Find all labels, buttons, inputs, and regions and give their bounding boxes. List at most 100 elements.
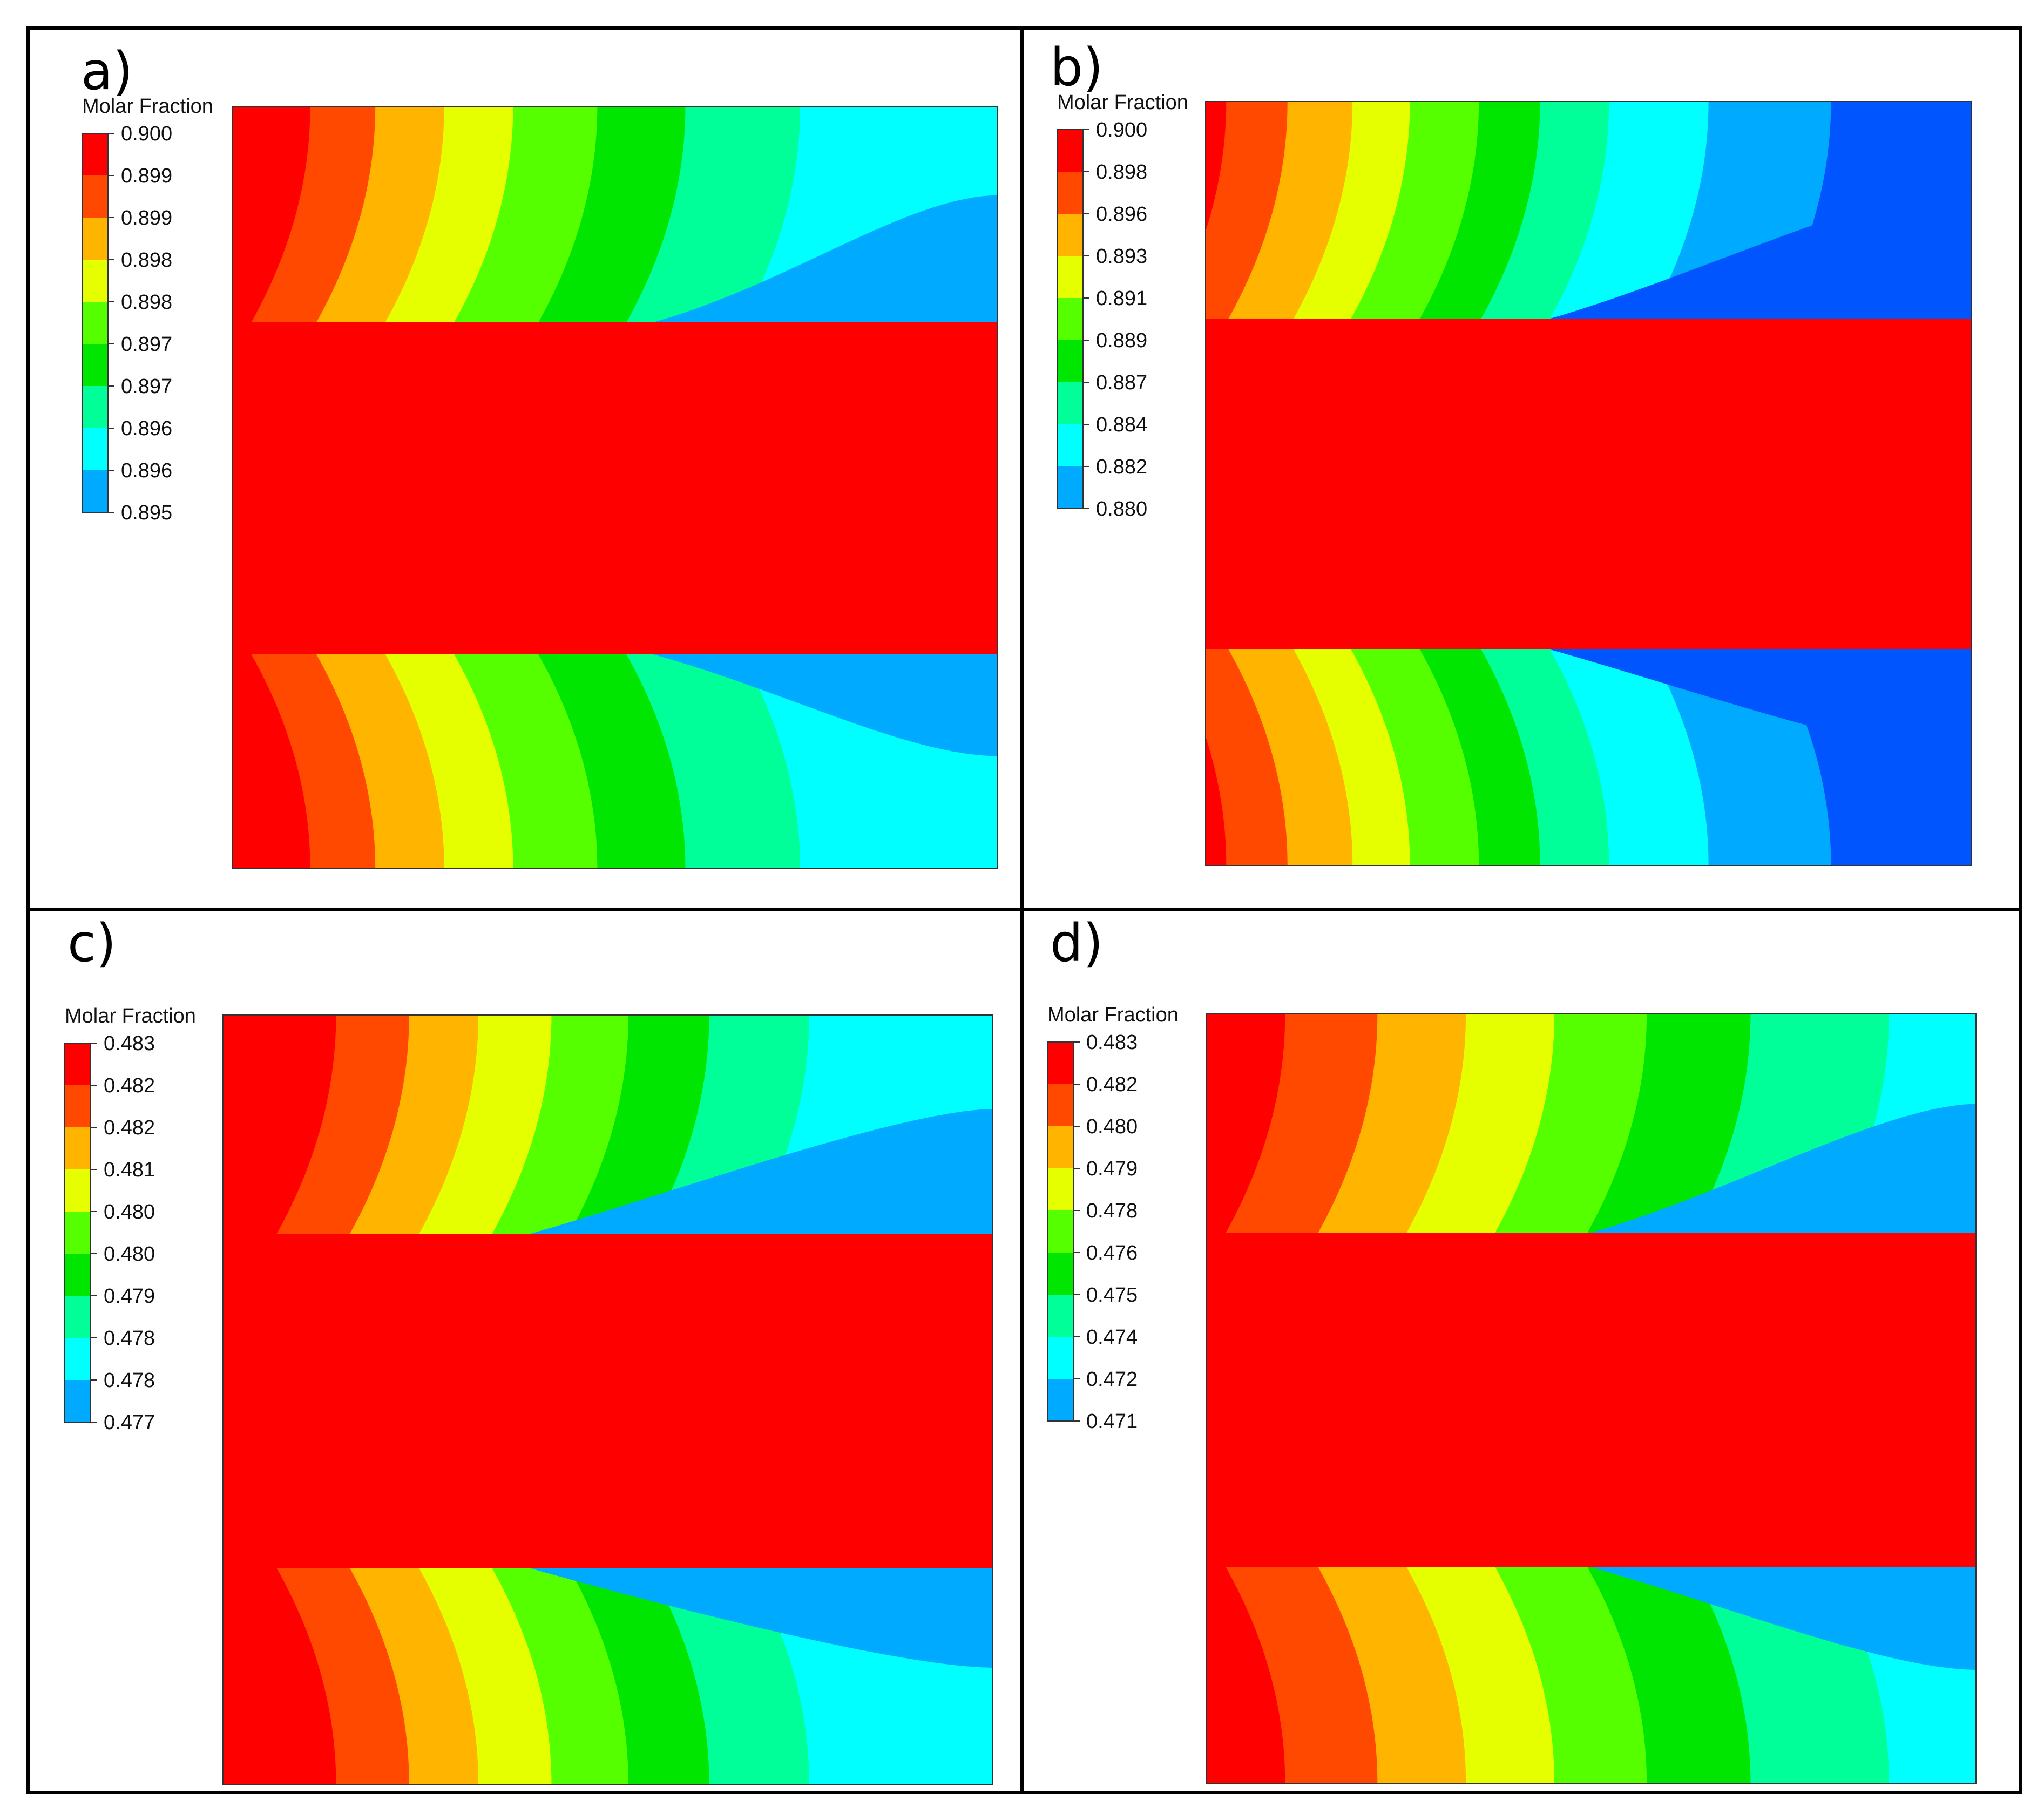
plot-border (222, 1014, 993, 1785)
colorbar-segment (65, 1296, 91, 1338)
colorbar-segment (82, 218, 108, 260)
colorbar-segment (65, 1085, 91, 1127)
colorbar-segment (82, 386, 108, 428)
contour-plot (1206, 1013, 1977, 1784)
plot-border (1205, 101, 1972, 866)
plot-border (1206, 1013, 1977, 1784)
colorbar-tick-label: 0.482 (104, 1074, 155, 1097)
colorbar-tick-label: 0.480 (104, 1201, 155, 1223)
colorbar-segment (82, 260, 108, 302)
colorbar-segment (65, 1338, 91, 1380)
panels-root: a)Molar Fraction0.9000.8990.8990.8980.89… (64, 37, 1977, 1785)
colorbar-segment (65, 1254, 91, 1296)
colorbar-tick-label: 0.483 (104, 1032, 155, 1055)
contour-lobe (1591, 1104, 1976, 1233)
contour-lobe (653, 654, 998, 756)
colorbar-border (82, 133, 109, 513)
contour-lobe (1550, 649, 1971, 756)
colorbar-tick-label: 0.472 (1086, 1368, 1138, 1391)
colorbar-tick-label: 0.898 (121, 291, 172, 314)
colorbar-segment (65, 1212, 91, 1254)
colorbar-segment (1057, 466, 1083, 509)
colorbar-tick-label: 0.479 (104, 1285, 155, 1308)
colorbar-segment (1057, 382, 1083, 424)
panel-1: a)Molar Fraction 0.900 0.899 0.899 0.898 0.89… (81, 41, 998, 869)
contour-plot (232, 106, 998, 869)
colorbar-legend: Molar Fraction 0.900 0.898 0.896 0.893 0.891 0… (1057, 91, 1188, 520)
colorbar-segment (1057, 256, 1083, 298)
panel-2: b)Molar Fraction 0.900 0.898 0.896 0.893 0.89… (1050, 37, 1972, 866)
colorbar-segment (1047, 1042, 1073, 1084)
colorbar-segment (65, 1043, 91, 1085)
panel-4: d) Molar Fraction 0.483 0.482 0.480 0.479 0.47… (1047, 913, 1977, 1784)
colorbar-tick-label: 0.477 (104, 1411, 155, 1434)
colorbar-tick-label: 0.889 (1096, 329, 1147, 352)
colorbar-legend: Molar Fraction 0.483 0.482 0.480 0.479 0.478 0… (1047, 1004, 1179, 1433)
plot-border (232, 106, 998, 869)
colorbar-segment (1047, 1253, 1073, 1295)
colorbar-segment (1047, 1295, 1073, 1337)
panel-label: a) (81, 41, 133, 102)
colorbar-tick-label: 0.887 (1096, 371, 1147, 394)
colorbar-tick-label: 0.475 (1086, 1284, 1138, 1307)
colorbar-tick-label: 0.480 (104, 1243, 155, 1266)
contour-lobe (1591, 1567, 1976, 1670)
colorbar-tick-label: 0.480 (1086, 1115, 1138, 1138)
panel-label: d) (1050, 913, 1103, 973)
colorbar-tick-label: 0.478 (104, 1327, 155, 1350)
legend-title: Molar Fraction (82, 95, 213, 118)
colorbar-tick-label: 0.471 (1086, 1410, 1138, 1433)
legend-title: Molar Fraction (65, 1005, 196, 1027)
colorbar-tick-label: 0.882 (1096, 456, 1147, 478)
colorbar-segment (82, 344, 108, 386)
colorbar-tick-label: 0.896 (121, 417, 172, 440)
colorbar-tick-label: 0.483 (1086, 1031, 1138, 1054)
colorbar-segment (1057, 214, 1083, 256)
colorbar-segment (65, 1380, 91, 1422)
colorbar-segment (65, 1127, 91, 1169)
colorbar-segment (1057, 130, 1083, 172)
colorbar-tick-label: 0.896 (121, 459, 172, 482)
colorbar-tick-label: 0.900 (121, 123, 172, 145)
panel-frames (26, 26, 2022, 1794)
colorbar-segment (82, 470, 108, 512)
colorbar-tick-label: 0.896 (1096, 203, 1147, 226)
panel-label: c) (67, 913, 116, 973)
colorbar-tick-label: 0.482 (104, 1117, 155, 1139)
colorbar-tick-label: 0.479 (1086, 1158, 1138, 1180)
colorbar-segment (1057, 172, 1083, 214)
legend-title: Molar Fraction (1047, 1004, 1179, 1026)
colorbar-tick-label: 0.891 (1096, 287, 1147, 310)
colorbar-tick-label: 0.476 (1086, 1242, 1138, 1264)
panel-label: b) (1050, 37, 1103, 98)
colorbar-legend: Molar Fraction 0.483 0.482 0.482 0.481 0.480 0… (64, 1005, 196, 1434)
colorbar-segment (1047, 1168, 1073, 1210)
legend-title: Molar Fraction (1057, 91, 1188, 114)
colorbar-border (1057, 129, 1084, 509)
colorbar-tick-label: 0.478 (104, 1369, 155, 1392)
colorbar-segment (1057, 424, 1083, 466)
colorbar-segment (1047, 1084, 1073, 1126)
colorbar-tick-label: 0.895 (121, 502, 172, 524)
colorbar-tick-label: 0.899 (121, 207, 172, 229)
contour-plot (222, 1014, 993, 1785)
colorbar-segment (1047, 1337, 1073, 1379)
colorbar-tick-label: 0.897 (121, 333, 172, 356)
colorbar-legend: Molar Fraction 0.900 0.899 0.899 0.898 0.898 0… (82, 95, 213, 524)
colorbar-segment (82, 428, 108, 470)
colorbar-segment (1047, 1379, 1073, 1421)
colorbar-tick-label: 0.893 (1096, 245, 1147, 268)
colorbar-segment (65, 1169, 91, 1212)
colorbar-tick-label: 0.482 (1086, 1073, 1138, 1096)
colorbar-tick-label: 0.899 (121, 165, 172, 187)
colorbar-segment (1047, 1126, 1073, 1168)
colorbar-tick-label: 0.880 (1096, 498, 1147, 520)
colorbar-tick-label: 0.474 (1086, 1326, 1138, 1349)
core-channel (223, 1234, 992, 1568)
colorbar-border (64, 1043, 91, 1423)
colorbar-segment (82, 175, 108, 218)
colorbar-segment (82, 133, 108, 175)
colorbar-segment (1057, 340, 1083, 382)
core-channel (1206, 319, 1971, 649)
core-channel (1207, 1233, 1976, 1567)
